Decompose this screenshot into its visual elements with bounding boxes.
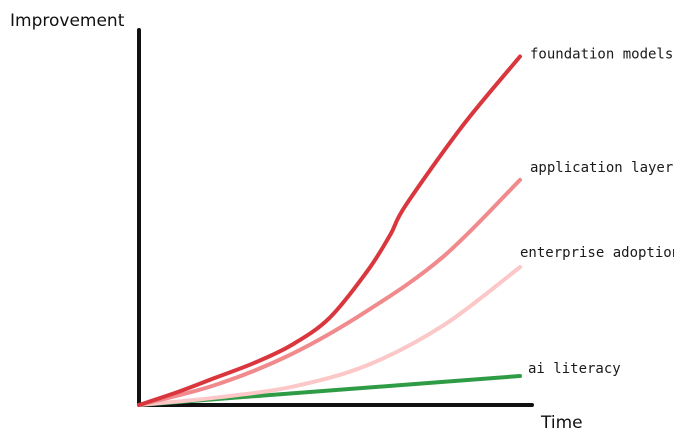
x-axis-title: Time [540,413,583,433]
series-line-foundation-models [137,54,522,407]
series-label-enterprise-adoption: enterprise adoption [520,245,674,261]
series-line-enterprise-adoption [137,265,522,407]
series-label-ai-literacy: ai literacy [528,361,621,377]
series-layer: ai literacy enterprise adoption applicatio… [137,47,674,407]
y-axis-title: Improvement [10,11,125,31]
series-label-application-layer-ux: application layer ux [530,160,674,176]
series-label-foundation-models: foundation models [530,47,673,63]
series-line-application-layer-ux [137,177,522,407]
